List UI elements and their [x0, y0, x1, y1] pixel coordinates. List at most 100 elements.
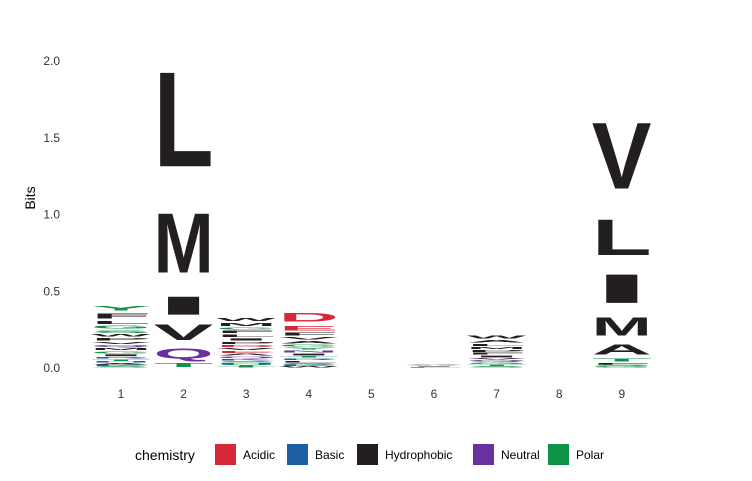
logo-letter-p-pos-1: P — [91, 337, 151, 341]
logo-letter-g-pos-9: G — [592, 366, 652, 368]
logo-letter-v-pos-1: V — [91, 341, 151, 344]
logo-letter-m-pos-7: M — [467, 347, 527, 350]
x-tick-label: 4 — [305, 387, 312, 401]
legend-title: chemistry — [135, 447, 195, 463]
logo-letter-t-pos-2: T — [154, 362, 214, 368]
legend-swatch-basic — [287, 444, 308, 465]
legend-swatch-hydrophobic — [357, 444, 378, 465]
y-tick-label: 2.0 — [43, 54, 60, 68]
logo-letter-a-pos-4: A — [279, 340, 339, 344]
logo-letter-e-pos-4: E — [279, 324, 339, 332]
logo-letter-s-pos-1: S — [91, 329, 151, 333]
logo-letter-p-pos-3: P — [216, 341, 276, 344]
logo-letter-q-pos-7: Q — [467, 360, 527, 362]
legend-label-hydrophobic: Hydrophobic — [385, 448, 452, 462]
y-axis-title: Bits — [22, 186, 38, 209]
logo-letter-e-pos-3: E — [216, 351, 276, 354]
logo-letter-i-pos-9: I — [592, 266, 652, 312]
logo-letter-l-pos-7: L — [467, 343, 527, 346]
logo-letter-i-pos-2: I — [154, 291, 214, 320]
logo-letter-v-pos-2: V — [154, 320, 214, 345]
logo-letter-v-pos-9: V — [592, 103, 652, 209]
logo-letter-m-pos-1: M — [91, 348, 151, 351]
x-tick-label: 6 — [431, 387, 438, 401]
logo-letter-f-pos-1: F — [91, 312, 151, 320]
logo-letter-g-pos-3: G — [216, 327, 276, 330]
logo-letter-y-pos-1: Y — [91, 305, 151, 312]
x-tick-label: 7 — [493, 387, 500, 401]
logo-letter-v-pos-3: V — [216, 348, 276, 351]
logo-letter-i-pos-4: I — [279, 353, 339, 356]
legend-label-basic: Basic — [315, 448, 344, 462]
logo-letter-f-pos-7: F — [467, 352, 527, 355]
legend-label-acidic: Acidic — [243, 448, 275, 462]
logo-letter-q-pos-3: Q — [216, 356, 276, 358]
logo-letter-k-pos-4: K — [279, 365, 339, 367]
logo-letter-d-pos-4: D — [279, 311, 339, 324]
logo-letter-t-pos-1: T — [91, 359, 151, 361]
legend-swatch-neutral — [473, 444, 494, 465]
x-tick-label: 9 — [618, 387, 625, 401]
logo-letter-f-pos-4: F — [279, 332, 339, 337]
logo-letter-y-pos-4: Y — [279, 347, 339, 350]
logo-letter-k-pos-3: K — [216, 359, 276, 361]
logo-letter-s-pos-1: S — [91, 366, 151, 368]
logo-letter-t-pos-3: T — [216, 366, 276, 368]
logo-letter-w-pos-1: W — [91, 334, 152, 338]
logo-letter-g-pos-1: G — [91, 351, 151, 354]
logo-letter-m-pos-3: M — [216, 322, 276, 327]
logo-letter-t-pos-9: T — [592, 358, 652, 363]
logo-letter-v-pos-4: V — [279, 337, 339, 341]
logo-letter-i-pos-3: I — [216, 338, 276, 341]
logo-letter-h-pos-3: H — [216, 363, 276, 365]
logo-letter-g-pos-4: G — [279, 344, 339, 347]
logo-letter-l-pos-2: L — [154, 45, 214, 196]
logo-letter-l-pos-3: L — [216, 334, 276, 338]
legend-label-polar: Polar — [576, 448, 604, 462]
x-tick-label: 8 — [556, 387, 563, 401]
y-tick-label: 1.0 — [43, 208, 60, 222]
logo-letter-q-pos-2: Q — [154, 345, 214, 362]
logo-letter-t-pos-7: T — [467, 364, 527, 366]
logo-letter-p-pos-7: P — [467, 350, 527, 353]
logo-letter-l-pos-9: L — [592, 209, 652, 266]
logo-letter-r-pos-4: R — [279, 358, 339, 360]
logo-letter-l-pos-4: L — [279, 360, 339, 362]
logo-letter-a-pos-7: A — [467, 340, 527, 344]
logo-stacks: SKAHTRIGMQVPWSGLFYTQVIMLTYHSKQAEVDPILFGM… — [91, 45, 652, 368]
logo-letter-t-pos-4: T — [279, 356, 339, 358]
logo-letter-i-pos-7: I — [467, 355, 527, 358]
logo-letter-s-pos-7: S — [467, 366, 527, 368]
x-tick-label: 3 — [243, 387, 250, 401]
logo-letter-h-pos-1: H — [91, 361, 151, 363]
logo-letter-a-pos-6: A — [404, 365, 464, 366]
logo-letter-w-pos-3: W — [216, 317, 277, 322]
logo-letter-l-pos-1: L — [91, 320, 151, 325]
logo-letter-q-pos-1: Q — [91, 345, 151, 348]
y-tick-label: 1.5 — [43, 131, 60, 145]
logo-letter-n-pos-4: N — [279, 350, 339, 353]
legend: chemistry Acidic Basic Hydrophobic Neutral P… — [135, 444, 604, 465]
logo-letter-d-pos-3: D — [216, 345, 276, 348]
logo-letter-s-pos-9: S — [592, 365, 652, 367]
logo-letter-a-pos-1: A — [91, 363, 151, 365]
logo-letter-s-pos-4: S — [279, 363, 339, 365]
legend-swatch-acidic — [215, 444, 236, 465]
legend-label-neutral: Neutral — [501, 448, 540, 462]
y-axis: 0.0 0.5 1.0 1.5 2.0 — [43, 54, 60, 375]
logo-letter-m-pos-9: M — [592, 312, 652, 341]
logo-letter-v-pos-6: V — [404, 364, 464, 365]
logo-letter-a-pos-3: A — [216, 353, 276, 356]
logo-letter-w-pos-4: W — [279, 367, 340, 369]
logo-letter-g-pos-1: G — [91, 325, 151, 330]
logo-letter-y-pos-3: Y — [216, 365, 276, 367]
logo-letter-w-pos-7: W — [467, 335, 528, 340]
logo-letter-i-pos-6: I — [404, 366, 464, 367]
logo-letter-f-pos-3: F — [216, 330, 276, 334]
x-tick-label: 1 — [118, 387, 125, 401]
logo-letter-g-pos-7: G — [467, 362, 527, 364]
legend-swatch-polar — [548, 444, 569, 465]
logo-letter-i-pos-1: I — [91, 354, 151, 357]
x-axis: 1 2 3 4 5 6 7 8 9 — [118, 387, 626, 401]
